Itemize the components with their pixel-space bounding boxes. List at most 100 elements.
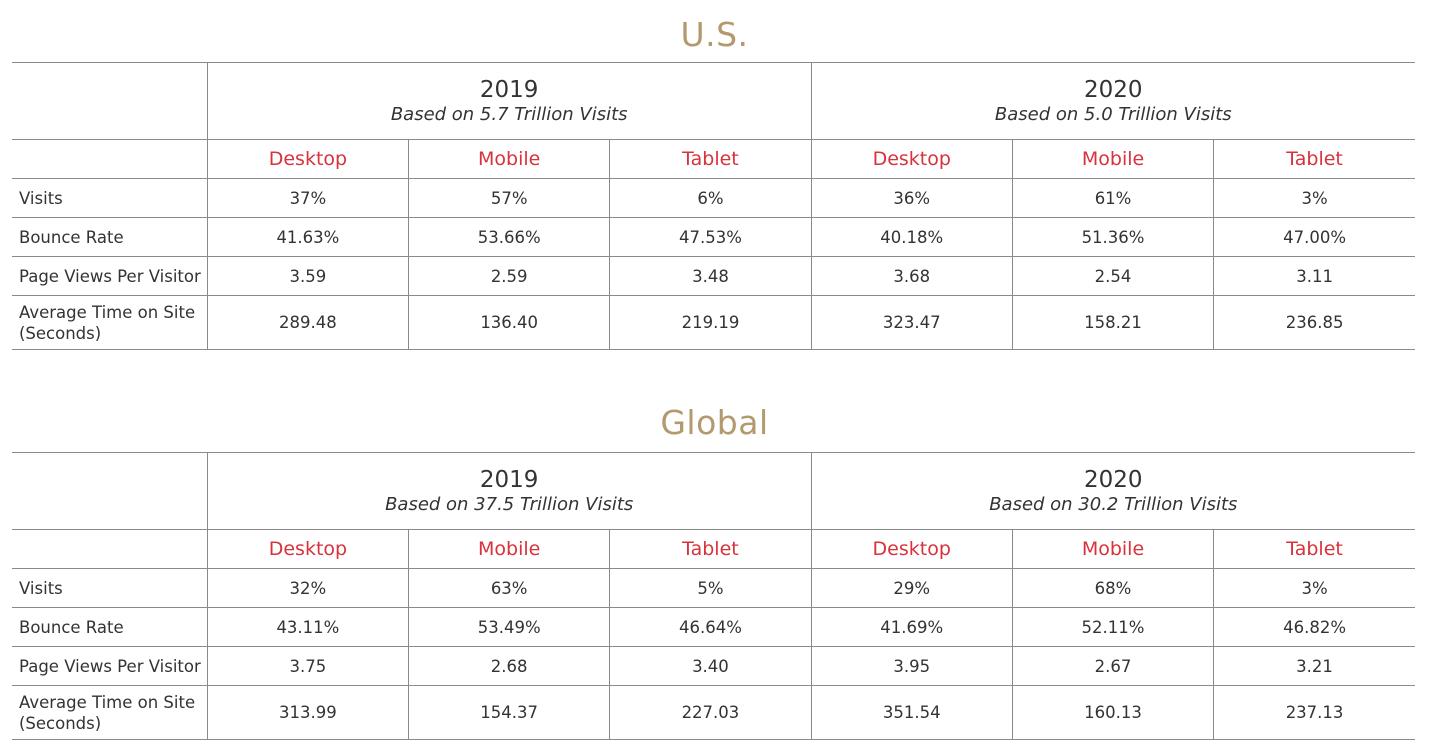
period-header-2020: 2020 Based on 30.2 Trillion Visits: [810, 452, 1415, 530]
table-cell: 3.95: [810, 646, 1013, 686]
table-cell: 3.48: [609, 256, 812, 296]
device-header: Desktop: [810, 529, 1013, 569]
table-cell: 313.99: [206, 685, 409, 740]
table-cell: 52.11%: [1011, 607, 1214, 647]
year-label: 2020: [1084, 76, 1143, 103]
table-row: Bounce Rate 41.63% 53.66% 47.53% 40.18% …: [12, 217, 1415, 257]
row-label: Visits: [12, 568, 208, 608]
table-cell: 136.40: [408, 295, 610, 350]
year-label: 2020: [1084, 466, 1143, 493]
table-cell: 2.67: [1011, 646, 1214, 686]
visits-basis-label: Based on 30.2 Trillion Visits: [989, 493, 1238, 515]
table-cell: 3.11: [1213, 256, 1415, 296]
table-cell: 3.68: [810, 256, 1013, 296]
table-cell: 2.68: [408, 646, 610, 686]
period-header-2019: 2019 Based on 37.5 Trillion Visits: [206, 452, 812, 530]
table-cell: 5%: [609, 568, 812, 608]
table-cell: 3.59: [206, 256, 409, 296]
table-cell: 47.53%: [609, 217, 812, 257]
device-header: Desktop: [810, 139, 1013, 179]
table-cell: 40.18%: [810, 217, 1013, 257]
device-header: Tablet: [609, 529, 812, 569]
visits-basis-label: Based on 5.7 Trillion Visits: [390, 103, 628, 125]
table-cell: 36%: [810, 178, 1013, 218]
table-cell: 237.13: [1213, 685, 1415, 740]
table-cell: 43.11%: [206, 607, 409, 647]
table-row: Page Views Per Visitor 3.59 2.59 3.48 3.…: [12, 256, 1415, 296]
period-header-row: 2019 Based on 37.5 Trillion Visits 2020 …: [12, 452, 1415, 530]
table-cell: 53.66%: [408, 217, 610, 257]
row-label: Average Time on Site (Seconds): [12, 686, 207, 740]
device-header-row: Desktop Mobile Tablet Desktop Mobile Tab…: [12, 139, 1415, 179]
visits-basis-label: Based on 5.0 Trillion Visits: [994, 103, 1232, 125]
table-cell: 3.75: [206, 646, 409, 686]
period-header-2019: 2019 Based on 5.7 Trillion Visits: [206, 62, 812, 140]
corner-cell: [12, 452, 208, 530]
table-cell: 46.82%: [1213, 607, 1415, 647]
table-row: Visits 37% 57% 6% 36% 61% 3%: [12, 178, 1415, 218]
period-header-row: 2019 Based on 5.7 Trillion Visits 2020 B…: [12, 62, 1415, 140]
row-label-unit: (Seconds): [19, 323, 102, 343]
table-cell: 2.59: [408, 256, 610, 296]
device-corner-cell: [12, 529, 208, 569]
device-corner-cell: [12, 139, 208, 179]
device-header: Desktop: [206, 529, 409, 569]
table-cell: 219.19: [609, 295, 812, 350]
row-label-line: Average Time on Site: [19, 302, 196, 322]
table-cell: 41.69%: [810, 607, 1013, 647]
table-cell: 41.63%: [206, 217, 409, 257]
table-cell: 63%: [408, 568, 610, 608]
table-cell: 51.36%: [1011, 217, 1214, 257]
device-header: Tablet: [609, 139, 812, 179]
stats-table-us: 2019 Based on 5.7 Trillion Visits 2020 B…: [12, 62, 1415, 350]
table-cell: 154.37: [408, 685, 610, 740]
stats-table-global: 2019 Based on 37.5 Trillion Visits 2020 …: [12, 452, 1415, 740]
row-label: Page Views Per Visitor: [12, 646, 208, 686]
row-label: Visits: [12, 178, 208, 218]
device-header: Desktop: [206, 139, 409, 179]
table-cell: 158.21: [1011, 295, 1214, 350]
table-cell: 68%: [1011, 568, 1214, 608]
table-cell: 323.47: [810, 295, 1013, 350]
row-label: Bounce Rate: [12, 217, 208, 257]
table-cell: 2.54: [1011, 256, 1214, 296]
section-title-global: Global: [660, 403, 769, 442]
table-row: Page Views Per Visitor 3.75 2.68 3.40 3.…: [12, 646, 1415, 686]
table-cell: 47.00%: [1213, 217, 1415, 257]
device-header: Tablet: [1213, 529, 1415, 569]
device-header: Mobile: [408, 529, 610, 569]
table-row: Average Time on Site (Seconds) 313.99 15…: [12, 685, 1415, 740]
table-cell: 3.21: [1213, 646, 1415, 686]
table-cell: 61%: [1011, 178, 1214, 218]
row-label: Page Views Per Visitor: [12, 256, 208, 296]
table-cell: 227.03: [609, 685, 812, 740]
device-header: Mobile: [1011, 139, 1214, 179]
table-cell: 236.85: [1213, 295, 1415, 350]
device-header: Tablet: [1213, 139, 1415, 179]
device-header: Mobile: [1011, 529, 1214, 569]
table-cell: 160.13: [1011, 685, 1214, 740]
row-label-line: Average Time on Site: [19, 692, 196, 712]
table-row: Visits 32% 63% 5% 29% 68% 3%: [12, 568, 1415, 608]
year-label: 2019: [479, 466, 539, 493]
table-row: Bounce Rate 43.11% 53.49% 46.64% 41.69% …: [12, 607, 1415, 647]
table-cell: 53.49%: [408, 607, 610, 647]
table-cell: 29%: [810, 568, 1013, 608]
table-cell: 351.54: [810, 685, 1013, 740]
device-header: Mobile: [408, 139, 610, 179]
device-header-row: Desktop Mobile Tablet Desktop Mobile Tab…: [12, 529, 1415, 569]
table-row: Average Time on Site (Seconds) 289.48 13…: [12, 295, 1415, 350]
row-label: Bounce Rate: [12, 607, 208, 647]
visits-basis-label: Based on 37.5 Trillion Visits: [385, 493, 634, 515]
corner-cell: [12, 62, 208, 140]
row-label: Average Time on Site (Seconds): [12, 296, 207, 350]
table-cell: 289.48: [206, 295, 409, 350]
period-header-2020: 2020 Based on 5.0 Trillion Visits: [810, 62, 1415, 140]
table-cell: 57%: [408, 178, 610, 218]
table-cell: 3%: [1213, 568, 1415, 608]
table-cell: 3.40: [609, 646, 812, 686]
table-cell: 37%: [206, 178, 409, 218]
table-cell: 32%: [206, 568, 409, 608]
table-cell: 3%: [1213, 178, 1415, 218]
table-cell: 46.64%: [609, 607, 812, 647]
